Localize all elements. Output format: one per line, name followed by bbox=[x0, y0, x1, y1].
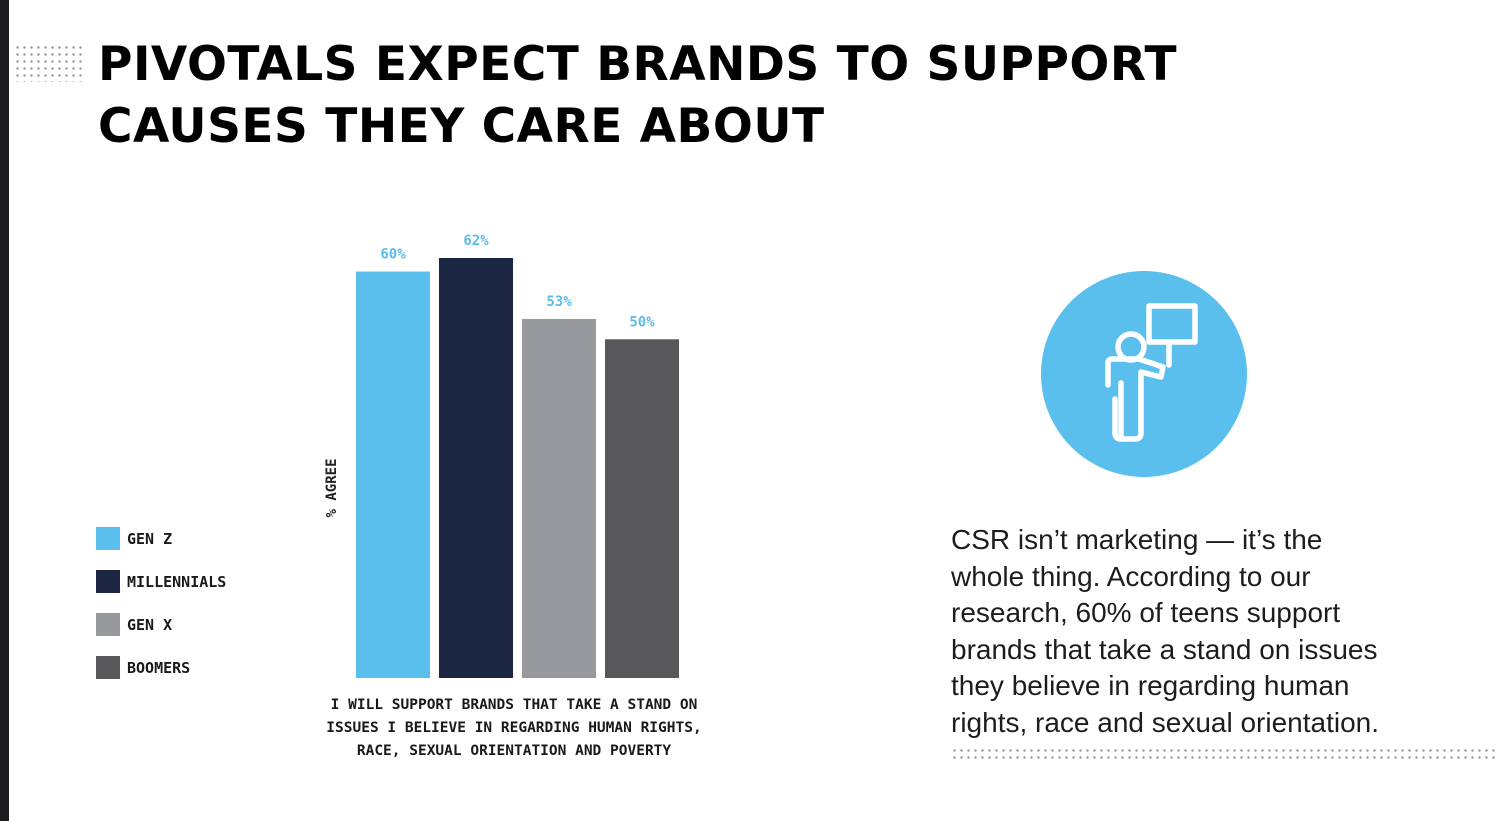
body-line-6: rights, race and sexual orientation. bbox=[951, 706, 1380, 738]
caption-line-1: I WILL SUPPORT BRANDS THAT TAKE A STAND … bbox=[330, 697, 698, 713]
dotted-divider bbox=[951, 747, 1497, 763]
body-line-3: research, 60% of teens support bbox=[951, 597, 1341, 629]
bar-value-label: 53% bbox=[546, 294, 572, 310]
legend-item-gen-z: GEN Z bbox=[96, 527, 226, 550]
page-title: PIVOTALS EXPECT BRANDS TO SUPPORT CAUSES… bbox=[98, 34, 1177, 158]
bar-boomers bbox=[605, 339, 679, 678]
legend-swatch-gen-x bbox=[96, 613, 120, 636]
legend-swatch-boomers bbox=[96, 656, 120, 679]
title-line-1: PIVOTALS EXPECT BRANDS TO SUPPORT bbox=[98, 37, 1178, 92]
chart-caption: I WILL SUPPORT BRANDS THAT TAKE A STAND … bbox=[284, 694, 744, 763]
dotted-title-accent bbox=[14, 44, 86, 82]
bar-gen-z bbox=[356, 271, 430, 678]
caption-line-3: RACE, SEXUAL ORIENTATION AND POVERTY bbox=[356, 743, 672, 759]
legend-item-gen-x: GEN X bbox=[96, 613, 226, 636]
bar-value-label: 50% bbox=[629, 314, 655, 330]
body-line-1: CSR isn’t marketing — it’s the bbox=[951, 524, 1323, 555]
body-line-2: whole thing. According to our bbox=[951, 560, 1311, 592]
chart-legend: GEN Z MILLENNIALS GEN X BOOMERS bbox=[96, 527, 226, 699]
bar-gen-x bbox=[522, 318, 596, 678]
body-line-5: they believe in regarding human bbox=[951, 670, 1350, 702]
legend-swatch-gen-z bbox=[96, 527, 120, 550]
person-holding-sign-icon bbox=[1041, 271, 1247, 477]
legend-label-boomers: BOOMERS bbox=[127, 658, 191, 677]
legend-label-gen-x: GEN X bbox=[127, 615, 173, 634]
legend-item-millennials: MILLENNIALS bbox=[96, 570, 226, 593]
bar-chart: 60% 62% 53% 50% % AGREE bbox=[324, 233, 679, 678]
title-line-2: CAUSES THEY CARE ABOUT bbox=[98, 99, 825, 154]
caption-line-2: ISSUES I BELIEVE IN REGARDING HUMAN RIGH… bbox=[326, 720, 702, 736]
left-edge-border bbox=[0, 0, 9, 821]
bar-value-label: 62% bbox=[463, 233, 489, 249]
body-line-4: brands that take a stand on issues bbox=[951, 633, 1378, 665]
body-paragraph: CSR isn’t marketing — it’s the whole thi… bbox=[951, 522, 1471, 742]
bar-millennials bbox=[439, 258, 513, 678]
y-axis-label: % AGREE bbox=[324, 458, 340, 517]
bar-value-label: 60% bbox=[380, 247, 406, 263]
legend-item-boomers: BOOMERS bbox=[96, 656, 226, 679]
legend-swatch-millennials bbox=[96, 570, 120, 593]
legend-label-gen-z: GEN Z bbox=[127, 529, 173, 548]
legend-label-millennials: MILLENNIALS bbox=[127, 572, 227, 591]
